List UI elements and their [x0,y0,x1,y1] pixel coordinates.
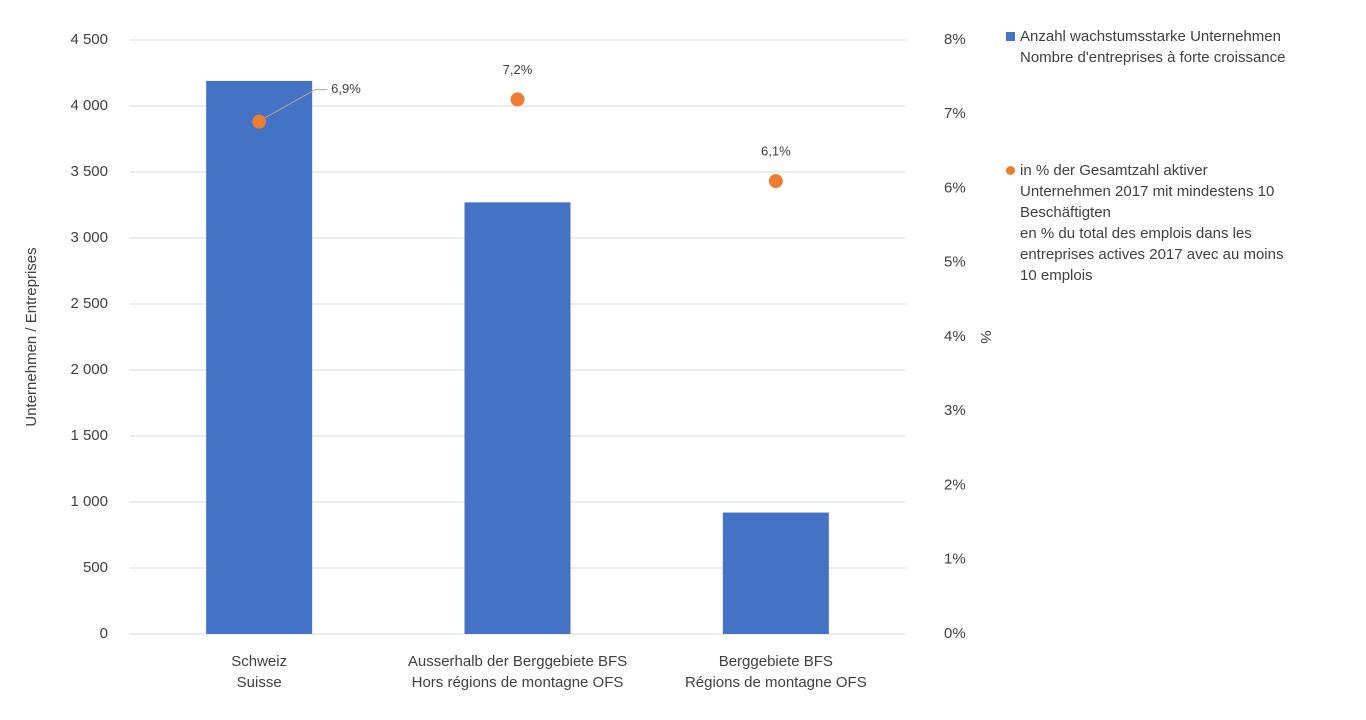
x-tick-label: Berggebiete BFS Régions de montagne OFS [685,653,867,691]
legend-label: Anzahl wachstumsstarke Unternehmen Nombr… [1020,28,1286,66]
y2-tick-label: 7% [944,105,966,122]
y2-tick-label: 1% [944,551,966,568]
legend-swatch [1006,32,1015,41]
bar [464,202,571,635]
y2-tick-label: 8% [944,31,966,48]
y2-tick-label: 4% [944,328,966,345]
data-label: 6,9% [331,81,361,96]
y2-tick-label: 5% [944,254,966,271]
x-tick-label: Ausserhalb der Berggebiete BFS Hors régio… [408,653,627,691]
point [252,114,267,129]
legend-entry: in % der Gesamtzahl aktiver Unternehmen … [1006,160,1356,286]
y-axis-label: Unternehmen / Entreprises [23,247,40,426]
y-tick-label: 2 000 [70,361,108,378]
y2-tick-label: 6% [944,179,966,196]
point [510,92,525,107]
legend-label: in % der Gesamtzahl aktiver Unternehmen … [1020,162,1284,284]
data-label: 7,2% [503,62,533,77]
point [768,174,783,189]
y2-tick-label: 2% [944,476,966,493]
y-tick-label: 1 000 [70,493,108,510]
y-tick-label: 3 500 [70,163,108,180]
legend-entry: Anzahl wachstumsstarke Unternehmen Nombr… [1006,26,1356,68]
y-tick-label: 4 500 [70,31,108,48]
bar [722,512,829,634]
y-tick-label: 0 [100,625,108,642]
y2-axis-label: % [977,330,994,343]
data-label: 6,1% [761,144,791,159]
bar [206,80,313,635]
y-tick-label: 1 500 [70,427,108,444]
legend-swatch [1006,166,1015,175]
y-tick-label: 3 000 [70,229,108,246]
y-tick-label: 2 500 [70,295,108,312]
leader-line [264,89,328,119]
y2-tick-label: 3% [944,402,966,419]
y-tick-label: 500 [83,559,108,576]
x-tick-label: Schweiz Suisse [231,653,287,691]
y2-tick-label: 0% [944,625,966,642]
y-tick-label: 4 000 [70,97,108,114]
